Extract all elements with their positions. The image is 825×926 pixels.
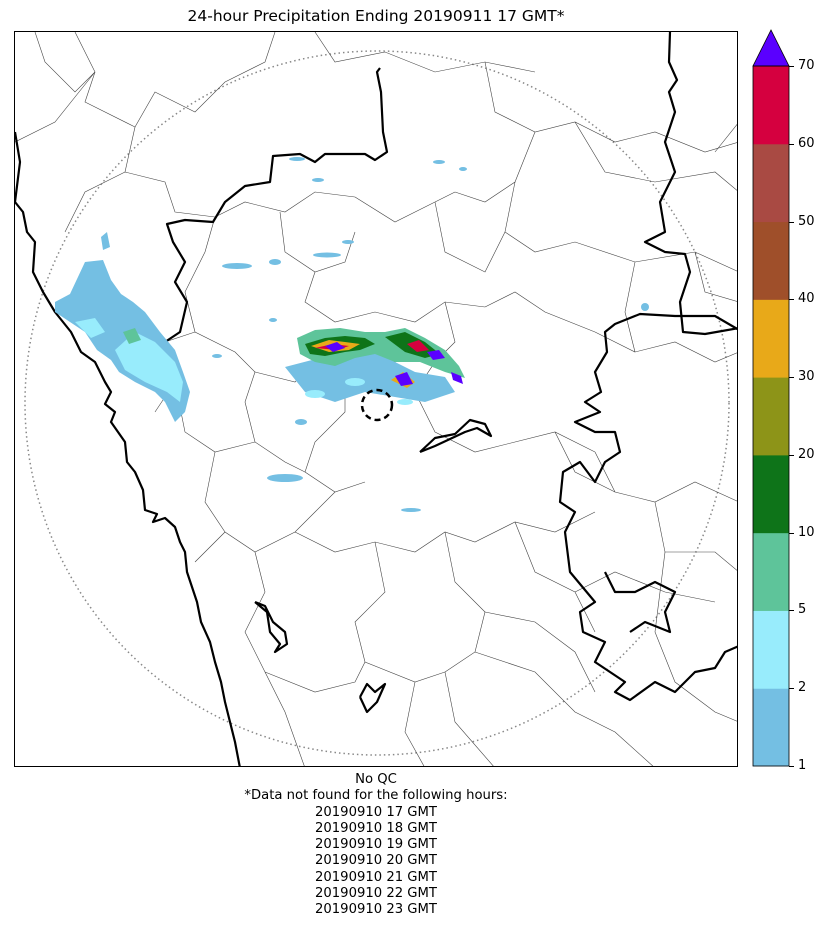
- map-canvas: [15, 32, 737, 766]
- colorbar-tick-label: 70: [798, 58, 815, 73]
- coastline: [15, 131, 241, 766]
- missing-data-header: *Data not found for the following hours:: [244, 788, 508, 804]
- colorbar-band: [753, 688, 789, 767]
- colorbar-extend-arrow: [752, 29, 790, 67]
- colorbar-tick-mark: [789, 66, 794, 67]
- colorbar-tick-label: 50: [798, 213, 815, 229]
- colorbar-band: [753, 299, 789, 378]
- colorbar-tick-label: 20: [798, 446, 815, 462]
- precipitation-map: [14, 31, 738, 767]
- missing-hour: 20190910 22 GMT: [315, 886, 437, 902]
- precip-moderate: [75, 318, 413, 405]
- colorbar-tick-mark: [789, 221, 794, 223]
- colorbar-tick-label: 40: [798, 291, 815, 307]
- colorbar: [752, 29, 790, 767]
- colorbar-tick-label: 60: [798, 135, 815, 151]
- colorbar-band: [753, 143, 789, 223]
- district-boundaries: [15, 32, 737, 766]
- colorbar-tick-label: 1: [798, 758, 807, 773]
- precip-heavy: [123, 328, 465, 388]
- radar-range-ring: [24, 50, 730, 756]
- state-boundaries: [164, 32, 737, 714]
- colorbar-band: [753, 221, 789, 300]
- colorbar-tick-mark: [789, 454, 794, 456]
- colorbar-tick-label: 10: [798, 524, 815, 540]
- qc-status: No QC: [355, 772, 397, 787]
- colorbar-tick-mark: [789, 377, 794, 379]
- missing-hour: 20190910 21 GMT: [315, 869, 437, 885]
- colorbar-outline: [752, 65, 790, 767]
- colorbar-tick-mark: [789, 766, 794, 767]
- colorbar-tick-mark: [789, 532, 794, 534]
- map-footer: No QC *Data not found for the following …: [0, 772, 752, 919]
- colorbar-band: [753, 610, 789, 689]
- colorbar-tick-mark: [789, 143, 794, 145]
- missing-hour: 20190910 17 GMT: [315, 804, 437, 820]
- colorbar-band: [753, 532, 789, 611]
- missing-hour: 20190910 20 GMT: [315, 853, 437, 869]
- colorbar-band: [753, 454, 789, 534]
- missing-hour: 20190910 23 GMT: [315, 902, 437, 918]
- missing-hour: 20190910 18 GMT: [315, 820, 437, 836]
- colorbar-tick-label: 30: [798, 369, 815, 385]
- map-title: 24-hour Precipitation Ending 20190911 17…: [187, 7, 565, 25]
- colorbar-tick-label: 5: [798, 602, 807, 618]
- colorbar-tick-label: 2: [798, 680, 807, 696]
- colorbar-band: [753, 66, 789, 145]
- colorbar-tick-mark: [789, 610, 794, 612]
- colorbar-tick-mark: [789, 688, 794, 690]
- colorbar-tick-mark: [789, 299, 794, 301]
- colorbar-band: [753, 377, 789, 456]
- missing-hour: 20190910 19 GMT: [315, 837, 437, 853]
- radar-site-marker: [360, 388, 394, 422]
